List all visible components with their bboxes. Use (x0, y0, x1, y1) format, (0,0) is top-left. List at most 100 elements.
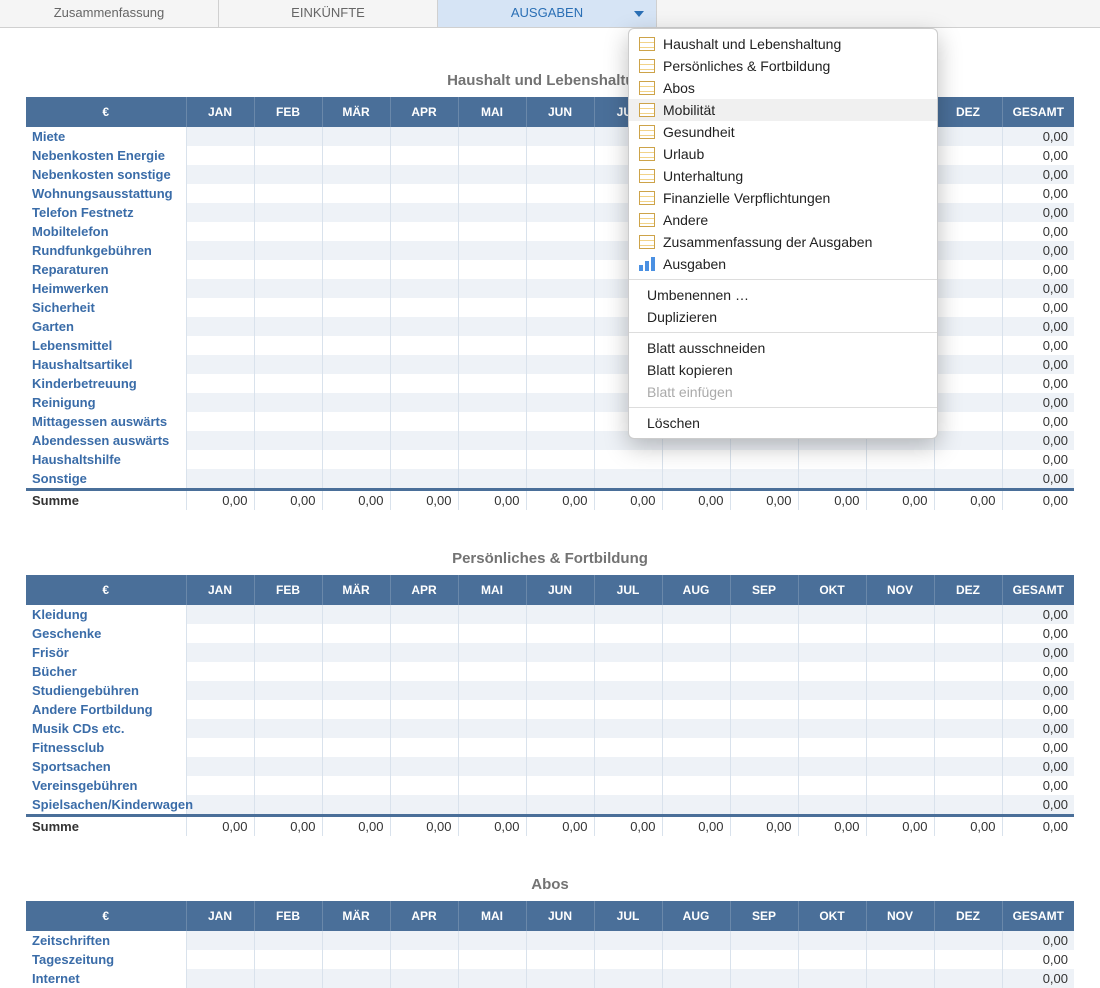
cell[interactable] (526, 700, 594, 719)
cell[interactable] (458, 757, 526, 776)
cell[interactable] (526, 469, 594, 490)
cell[interactable] (390, 336, 458, 355)
cell[interactable] (458, 931, 526, 950)
cell[interactable] (390, 469, 458, 490)
cell[interactable] (866, 969, 934, 988)
cell[interactable] (458, 165, 526, 184)
cell[interactable] (934, 624, 1002, 643)
cell[interactable] (322, 605, 390, 624)
cell[interactable] (934, 203, 1002, 222)
cell[interactable] (322, 317, 390, 336)
cell[interactable] (730, 605, 798, 624)
cell[interactable] (662, 931, 730, 950)
cell[interactable] (730, 931, 798, 950)
cell[interactable] (798, 469, 866, 490)
cell[interactable] (526, 662, 594, 681)
cell[interactable] (254, 127, 322, 146)
cell[interactable] (526, 969, 594, 988)
cell[interactable] (730, 450, 798, 469)
cell[interactable] (866, 605, 934, 624)
cell[interactable] (322, 738, 390, 757)
cell[interactable] (186, 203, 254, 222)
cell[interactable] (458, 795, 526, 816)
cell[interactable] (594, 605, 662, 624)
cell[interactable] (322, 203, 390, 222)
cell[interactable] (254, 355, 322, 374)
cell[interactable] (322, 681, 390, 700)
cell[interactable] (458, 662, 526, 681)
cell[interactable] (186, 776, 254, 795)
cell[interactable] (390, 393, 458, 412)
cell[interactable] (254, 776, 322, 795)
cell[interactable] (934, 700, 1002, 719)
cell[interactable] (594, 950, 662, 969)
cell[interactable] (526, 795, 594, 816)
cell[interactable] (390, 241, 458, 260)
cell[interactable] (594, 450, 662, 469)
cell[interactable] (866, 643, 934, 662)
cell[interactable] (594, 795, 662, 816)
cell[interactable] (662, 681, 730, 700)
cell[interactable] (322, 146, 390, 165)
cell[interactable] (526, 298, 594, 317)
cell[interactable] (866, 469, 934, 490)
cell[interactable] (254, 681, 322, 700)
cell[interactable] (798, 450, 866, 469)
cell[interactable] (458, 605, 526, 624)
cell[interactable] (798, 662, 866, 681)
cell[interactable] (934, 127, 1002, 146)
cell[interactable] (526, 431, 594, 450)
cell[interactable] (594, 757, 662, 776)
cell[interactable] (526, 355, 594, 374)
cell[interactable] (458, 643, 526, 662)
cell[interactable] (730, 662, 798, 681)
cell[interactable] (186, 450, 254, 469)
cell[interactable] (322, 469, 390, 490)
cell[interactable] (458, 624, 526, 643)
cell[interactable] (390, 203, 458, 222)
cell[interactable] (186, 355, 254, 374)
cell[interactable] (594, 969, 662, 988)
cell[interactable] (186, 662, 254, 681)
cell[interactable] (254, 241, 322, 260)
cell[interactable] (526, 757, 594, 776)
cell[interactable] (390, 969, 458, 988)
cell[interactable] (390, 950, 458, 969)
cell[interactable] (254, 393, 322, 412)
cell[interactable] (322, 700, 390, 719)
cell[interactable] (866, 776, 934, 795)
cell[interactable] (254, 279, 322, 298)
cell[interactable] (458, 393, 526, 412)
cell[interactable] (458, 738, 526, 757)
menu-item[interactable]: Persönliches & Fortbildung (629, 55, 937, 77)
cell[interactable] (934, 374, 1002, 393)
cell[interactable] (390, 146, 458, 165)
cell[interactable] (730, 643, 798, 662)
cell[interactable] (322, 643, 390, 662)
cell[interactable] (322, 165, 390, 184)
cell[interactable] (798, 719, 866, 738)
cell[interactable] (730, 719, 798, 738)
cell[interactable] (798, 776, 866, 795)
cell[interactable] (254, 165, 322, 184)
cell[interactable] (866, 795, 934, 816)
cell[interactable] (458, 298, 526, 317)
cell[interactable] (526, 222, 594, 241)
cell[interactable] (186, 795, 254, 816)
cell[interactable] (934, 184, 1002, 203)
cell[interactable] (934, 279, 1002, 298)
cell[interactable] (322, 431, 390, 450)
cell[interactable] (662, 662, 730, 681)
cell[interactable] (934, 146, 1002, 165)
cell[interactable] (186, 469, 254, 490)
cell[interactable] (662, 950, 730, 969)
cell[interactable] (526, 374, 594, 393)
cell[interactable] (526, 241, 594, 260)
cell[interactable] (526, 681, 594, 700)
cell[interactable] (390, 279, 458, 298)
cell[interactable] (322, 127, 390, 146)
cell[interactable] (322, 184, 390, 203)
cell[interactable] (526, 317, 594, 336)
cell[interactable] (254, 643, 322, 662)
cell[interactable] (526, 719, 594, 738)
